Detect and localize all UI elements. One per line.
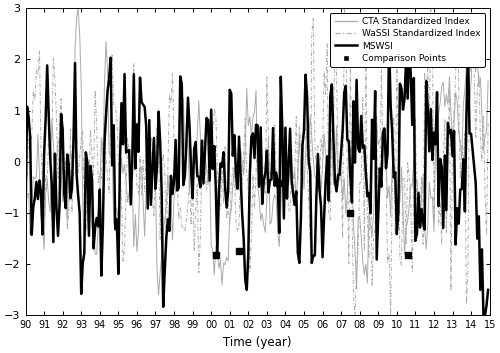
MSWSI	[24, 104, 30, 109]
WaSSI Standardized Index	[24, 176, 30, 180]
CTA Standardized Index	[485, 79, 491, 83]
WaSSI Standardized Index	[296, 125, 302, 129]
CTA Standardized Index	[416, 198, 422, 202]
MSWSI	[414, 232, 420, 236]
MSWSI	[22, 216, 28, 220]
CTA Standardized Index	[308, 134, 314, 139]
WaSSI Standardized Index	[416, 207, 422, 211]
CTA Standardized Index	[22, 211, 28, 215]
Comparison Points	[276, 181, 282, 185]
WaSSI Standardized Index	[445, 154, 451, 158]
WaSSI Standardized Index	[485, 120, 491, 125]
CTA Standardized Index	[24, 192, 30, 196]
MSWSI	[444, 208, 450, 213]
WaSSI Standardized Index	[22, 134, 28, 138]
CTA Standardized Index	[300, 158, 306, 162]
X-axis label: Time (year): Time (year)	[224, 336, 292, 349]
Comparison Points	[404, 253, 410, 257]
MSWSI	[485, 288, 491, 292]
WaSSI Standardized Index	[298, 140, 304, 144]
CTA Standardized Index	[301, 187, 307, 191]
Comparison Points	[213, 253, 219, 257]
Comparison Points	[236, 249, 242, 253]
Line: MSWSI: MSWSI	[26, 41, 488, 316]
Comparison Points	[348, 211, 354, 215]
MSWSI	[386, 38, 392, 43]
WaSSI Standardized Index	[341, 6, 347, 10]
CTA Standardized Index	[75, 6, 81, 10]
WaSSI Standardized Index	[352, 313, 358, 318]
CTA Standardized Index	[445, 102, 451, 107]
MSWSI	[480, 313, 486, 318]
Line: CTA Standardized Index: CTA Standardized Index	[26, 8, 488, 295]
Line: WaSSI Standardized Index: WaSSI Standardized Index	[26, 8, 488, 316]
CTA Standardized Index	[156, 293, 162, 297]
WaSSI Standardized Index	[306, 198, 312, 203]
MSWSI	[296, 261, 302, 265]
MSWSI	[306, 158, 312, 162]
MSWSI	[298, 216, 304, 220]
Line: Comparison Points: Comparison Points	[212, 180, 411, 258]
Legend: CTA Standardized Index, WaSSI Standardized Index, MSWSI, Comparison Points: CTA Standardized Index, WaSSI Standardiz…	[330, 13, 485, 67]
